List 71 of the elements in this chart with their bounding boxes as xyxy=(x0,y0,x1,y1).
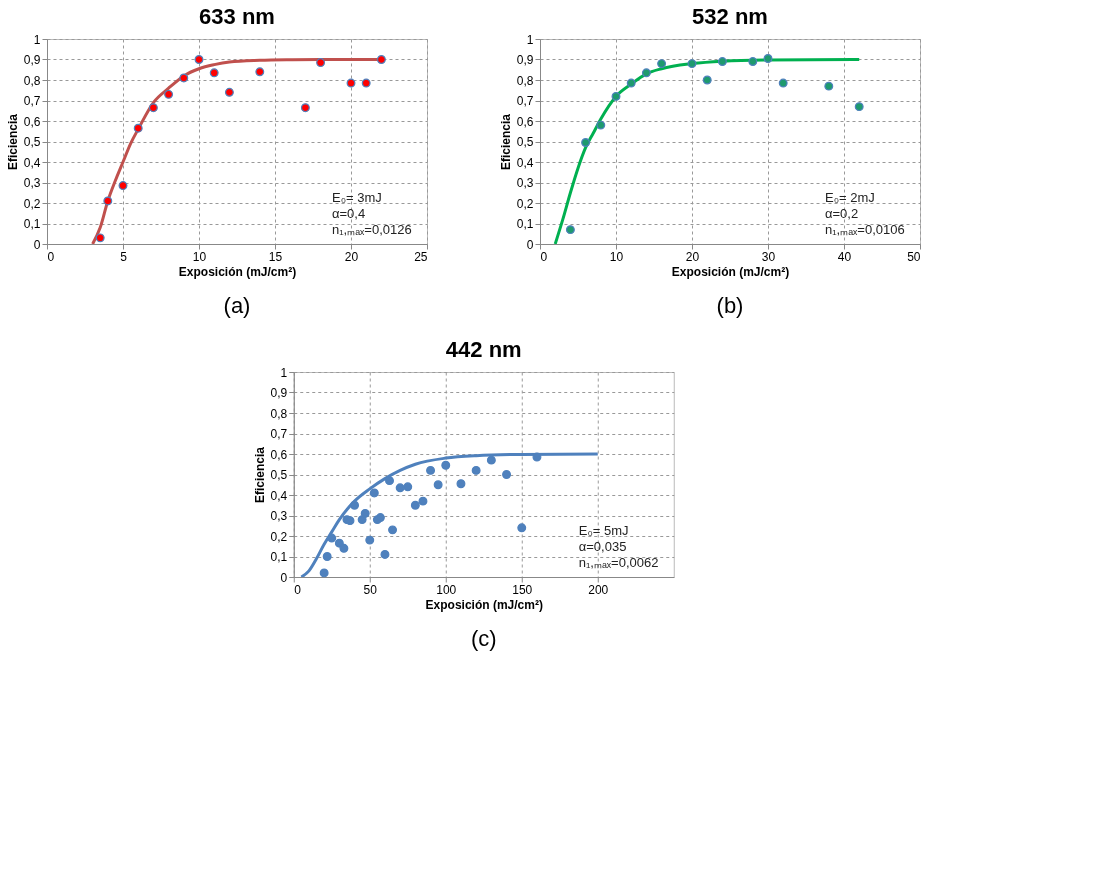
x-tick-label: 10 xyxy=(192,249,207,264)
y-tick-label: 0,3 xyxy=(516,176,534,190)
y-tick-label: 0,3 xyxy=(270,509,288,523)
text: (c) xyxy=(470,626,497,651)
x-tick-label: 50 xyxy=(907,249,921,264)
y-tick-label: 0 xyxy=(526,237,534,252)
annotation: n₁,ₘₐₓ=0,0062 xyxy=(578,555,659,570)
x-tick-label: 0 xyxy=(47,249,55,264)
y-tick-label: 0,4 xyxy=(23,155,41,170)
y-tick-label: 0,8 xyxy=(270,406,288,421)
chart-title: 442 nm xyxy=(445,337,522,362)
x-tick-label: 100 xyxy=(436,582,457,597)
y-tick-label: 0,4 xyxy=(270,488,288,503)
y-tick-label: 0,8 xyxy=(23,73,41,88)
text: (a) xyxy=(223,293,251,318)
annotation: n₁,ₘₐₓ=0,0126 xyxy=(332,222,412,237)
chart-title: 532 nm xyxy=(692,4,768,29)
y-tick-label: 0,9 xyxy=(516,53,534,67)
y-axis-title: Eficiencia xyxy=(5,113,20,171)
y-tick-label: 0,1 xyxy=(516,217,534,231)
y-tick-label: 1 xyxy=(33,32,41,47)
x-tick-label: 20 xyxy=(685,249,700,264)
y-tick-label: 0,2 xyxy=(270,529,288,544)
y-tick-label: 0,9 xyxy=(23,53,41,67)
y-tick-label: 1 xyxy=(280,365,288,380)
y-tick-label: 0,4 xyxy=(516,155,534,170)
y-tick-label: 1 xyxy=(526,32,534,47)
y-tick-label: 0,7 xyxy=(516,94,534,108)
text: (b) xyxy=(716,293,744,318)
x-tick-label: 15 xyxy=(268,249,283,264)
annotation: n₁,ₘₐₓ=0,0106 xyxy=(825,222,905,237)
x-axis-title: Exposición (mJ/cm²) xyxy=(178,264,297,279)
x-axis-title: Exposición (mJ/cm²) xyxy=(671,264,790,279)
y-tick-label: 0,7 xyxy=(23,94,41,108)
x-axis-title: Exposición (mJ/cm²) xyxy=(425,597,543,612)
y-tick-label: 0,9 xyxy=(270,386,288,400)
annotation: E₀= 3mJ xyxy=(332,190,382,205)
x-tick-label: 10 xyxy=(609,249,624,264)
y-tick-label: 0,6 xyxy=(270,447,288,462)
x-tick-label: 200 xyxy=(588,582,609,597)
y-tick-label: 0,6 xyxy=(516,114,534,129)
y-tick-label: 0,5 xyxy=(23,135,41,149)
y-tick-label: 0,2 xyxy=(516,196,534,211)
y-tick-label: 0,1 xyxy=(270,550,288,564)
annotation: α=0,035 xyxy=(578,539,627,554)
y-tick-label: 0 xyxy=(33,237,41,252)
y-tick-label: 0,6 xyxy=(23,114,41,129)
x-tick-label: 50 xyxy=(363,582,378,597)
x-tick-label: 0 xyxy=(294,582,302,597)
annotation: α=0,4 xyxy=(332,206,366,221)
annotation: E₀= 2mJ xyxy=(825,190,875,205)
annotation: α=0,2 xyxy=(825,206,859,221)
chart-title: 633 nm xyxy=(199,4,275,29)
y-axis-title: Eficiencia xyxy=(498,113,513,171)
y-tick-label: 0,1 xyxy=(23,217,41,231)
y-axis-title: Eficiencia xyxy=(252,446,267,504)
x-tick-label: 25 xyxy=(414,249,428,264)
y-tick-label: 0,7 xyxy=(270,427,288,441)
y-tick-label: 0,5 xyxy=(270,468,288,482)
annotation: E₀= 5mJ xyxy=(578,523,629,538)
y-tick-label: 0,2 xyxy=(23,196,41,211)
y-tick-label: 0 xyxy=(280,570,288,585)
y-tick-label: 0,5 xyxy=(516,135,534,149)
x-tick-label: 40 xyxy=(837,249,852,264)
x-tick-label: 20 xyxy=(344,249,359,264)
x-tick-label: 150 xyxy=(512,582,533,597)
x-tick-label: 30 xyxy=(761,249,776,264)
y-tick-label: 0,8 xyxy=(516,73,534,88)
y-tick-label: 0,3 xyxy=(23,176,41,190)
x-tick-label: 0 xyxy=(540,249,548,264)
x-tick-label: 5 xyxy=(120,249,128,264)
